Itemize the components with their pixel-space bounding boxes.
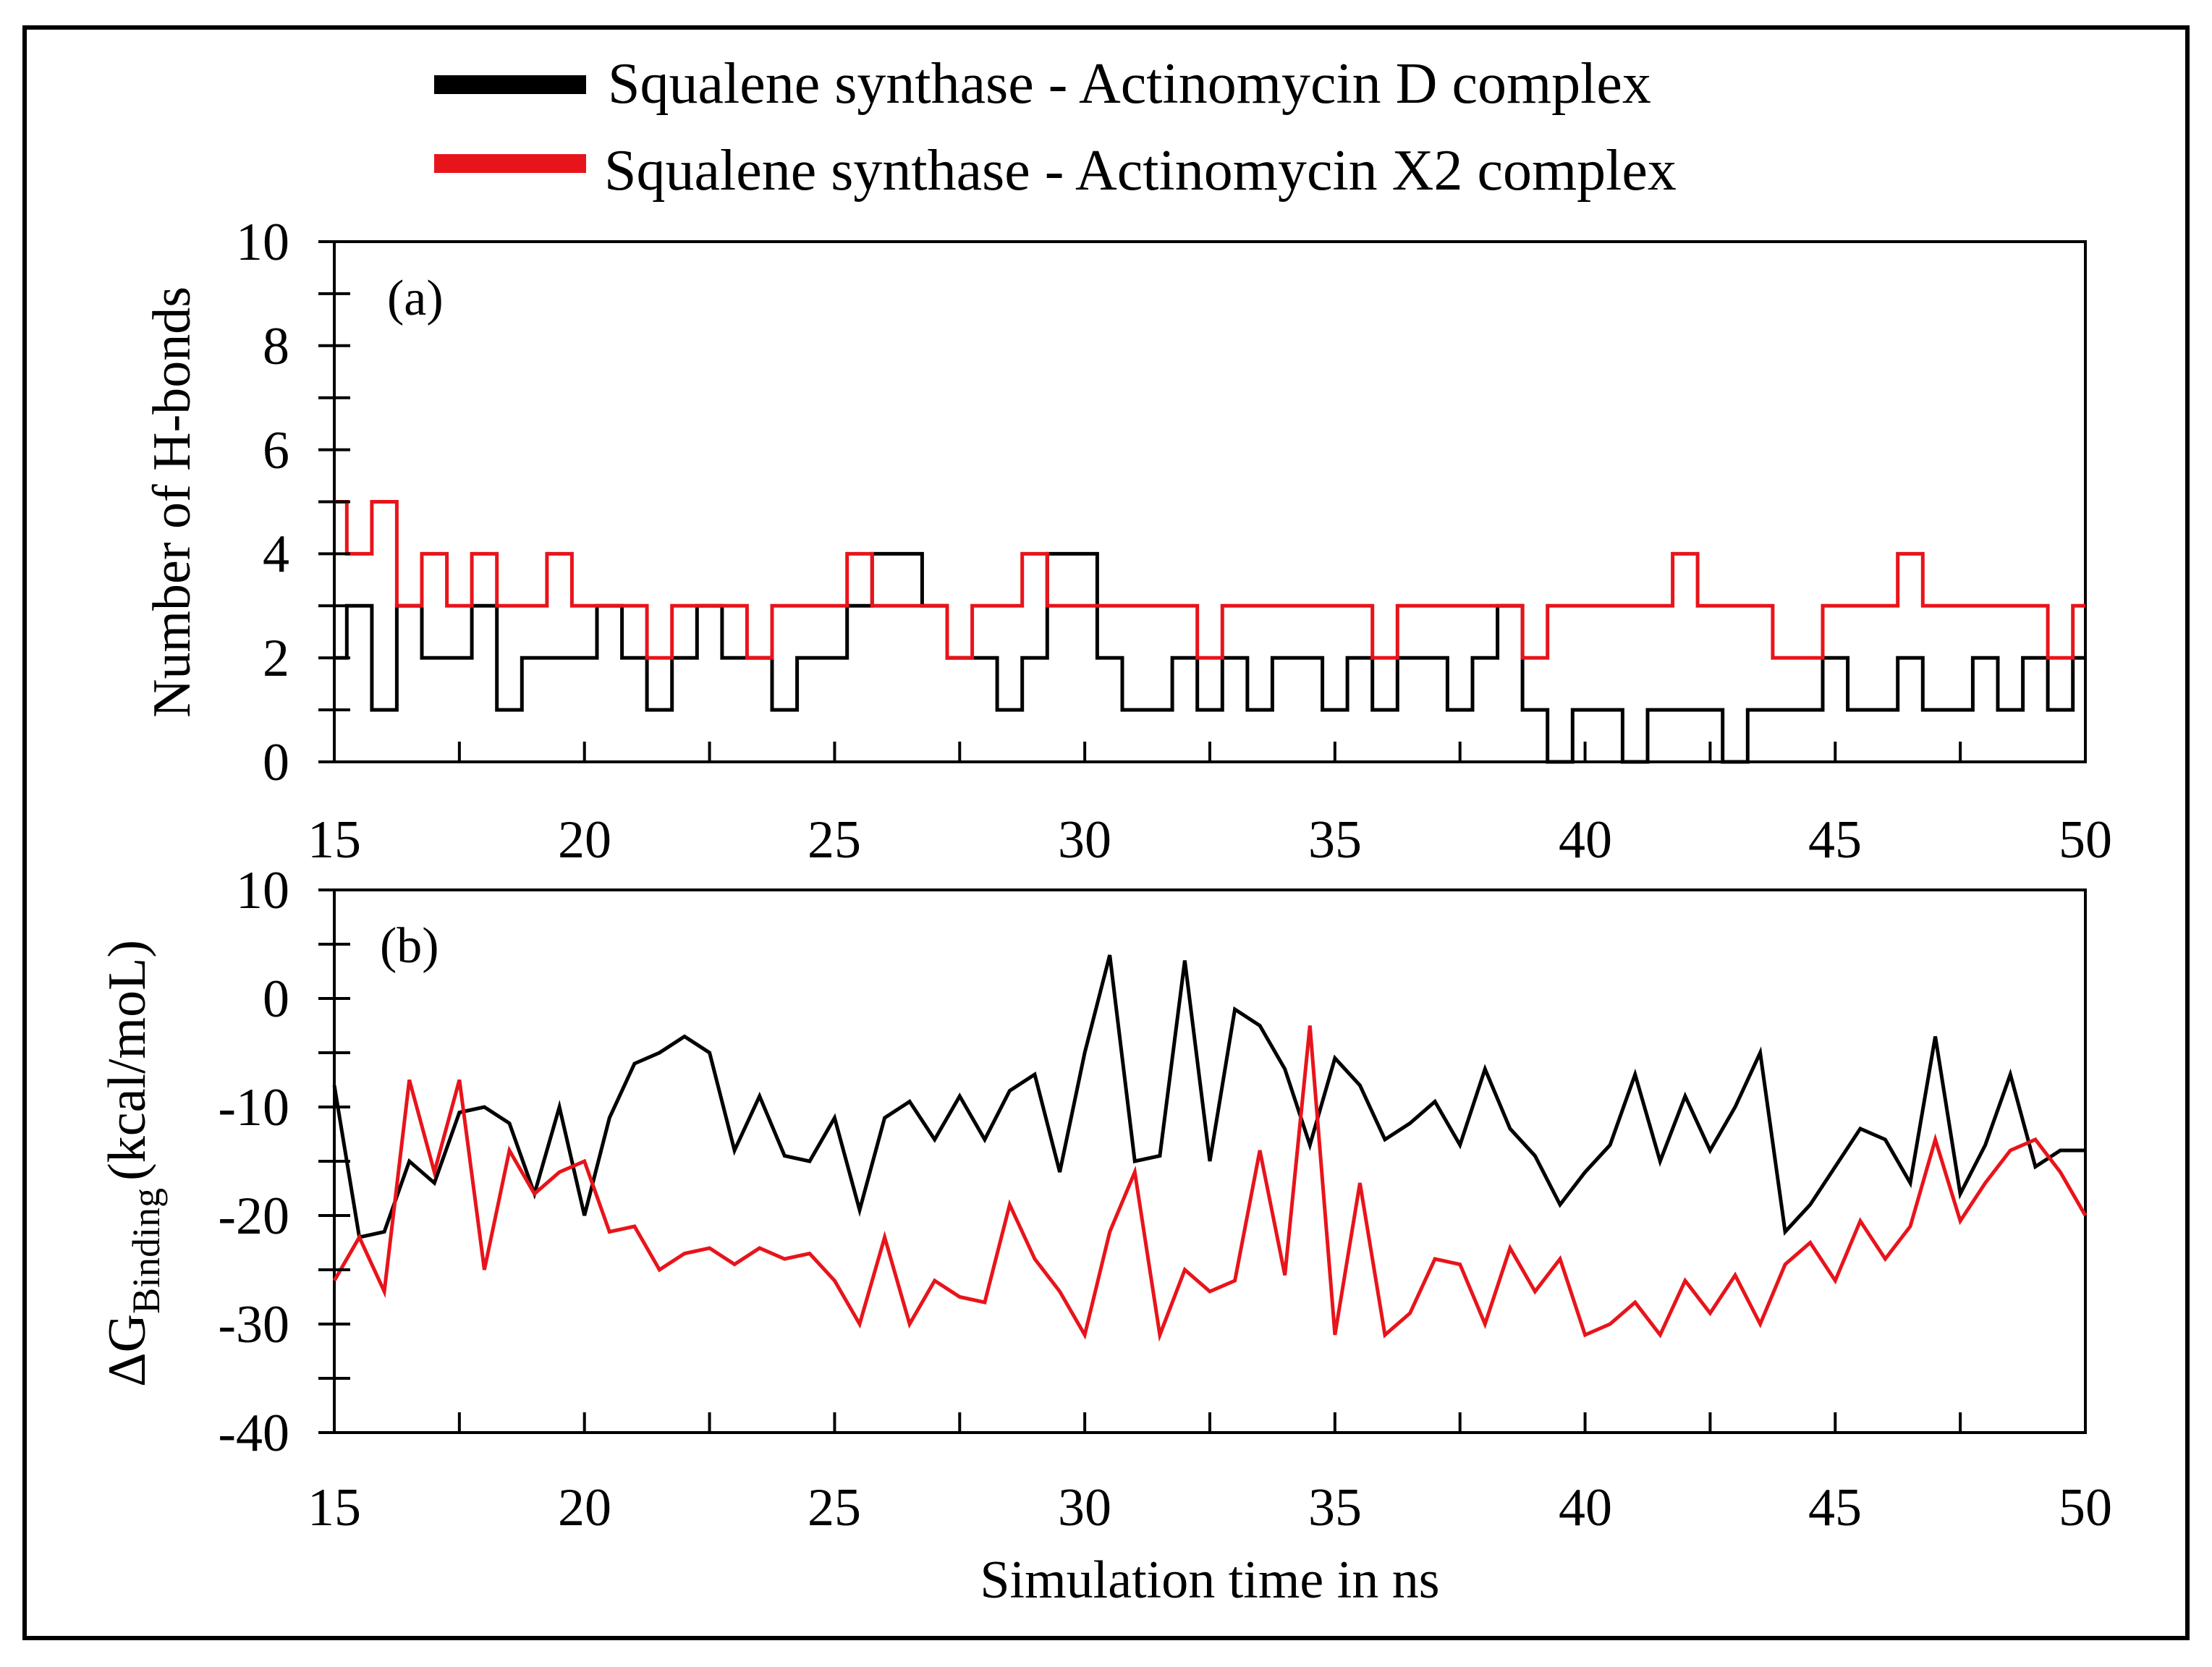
- y-tick-label: 2: [263, 629, 289, 688]
- panel-b-series: [332, 954, 2088, 1342]
- x-tick-label: 25: [808, 1478, 861, 1537]
- legend-swatch-d: [434, 75, 586, 94]
- legend-label-x2: Squalene synthase - Actinomycin X2 compl…: [604, 139, 1677, 203]
- series-line-actinomycin-x2: [332, 1025, 2088, 1342]
- panel-a-ticks: [318, 240, 2087, 763]
- x-tick-label: 20: [558, 1478, 611, 1537]
- panel-b-tag: (b): [380, 918, 439, 974]
- panel-a-tag: (a): [387, 271, 444, 326]
- x-tick-label: 20: [558, 810, 611, 870]
- x-tick-label: 45: [1808, 1478, 1862, 1537]
- y-tick-label: 0: [263, 733, 289, 792]
- x-tick-label: 50: [2059, 1478, 2112, 1537]
- panel-b-y-axis-title: ΔGBinding (kcal/moL): [98, 940, 168, 1387]
- x-tick-label: 40: [1559, 1478, 1612, 1537]
- x-tick-label: 15: [308, 810, 361, 870]
- panel-a-y-axis-title: Number of H-bonds: [143, 287, 202, 718]
- legend-swatch-x2: [434, 154, 586, 173]
- panel-b-x-tick-labels: 15 20 25 30 35 40 45 50: [308, 1478, 2112, 1537]
- y-tick-label: -30: [218, 1295, 289, 1354]
- dg-units: (kcal/moL): [98, 940, 157, 1181]
- series-line-actinomycin-x2: [334, 500, 2085, 660]
- x-tick-label: 35: [1308, 810, 1362, 870]
- y-tick-label: 10: [236, 861, 289, 920]
- y-tick-label: 6: [263, 421, 289, 480]
- x-axis-title: Simulation time in ns: [980, 1551, 1439, 1610]
- y-tick-label: -20: [218, 1187, 289, 1246]
- dg-subscript: Binding: [124, 1188, 168, 1314]
- x-tick-label: 35: [1308, 1478, 1362, 1537]
- panel-b-y-tick-labels: -40 -30 -20 -10 0 10: [218, 861, 289, 1463]
- x-tick-label: 40: [1559, 810, 1612, 870]
- x-tick-label: 25: [808, 810, 861, 870]
- y-tick-label: -10: [218, 1078, 289, 1137]
- panel-a-y-tick-labels: 0 2 4 6 8 10: [236, 213, 289, 792]
- legend: Squalene synthase - Actinomycin D comple…: [434, 52, 1677, 203]
- panel-b-ticks: [318, 888, 2087, 1434]
- panel-a-x-tick-labels: 15 20 25 30 35 40 45 50: [308, 810, 2112, 870]
- series-line-actinomycin-d: [332, 954, 2085, 1240]
- panel-b: 15 20 25 30 35 40 45 50 -40 -30 -20 -10 …: [98, 861, 2112, 1610]
- x-tick-label: 30: [1058, 1478, 1111, 1537]
- y-tick-label: 10: [236, 213, 289, 272]
- y-tick-label: -40: [218, 1404, 289, 1463]
- y-tick-label: 4: [263, 525, 289, 584]
- series-line-actinomycin-d: [334, 551, 2085, 764]
- panel-a-series: [334, 500, 2085, 764]
- y-tick-label: 8: [263, 317, 289, 376]
- x-tick-label: 30: [1058, 810, 1111, 870]
- dg-symbol: ΔG: [98, 1314, 157, 1387]
- legend-label-d: Squalene synthase - Actinomycin D comple…: [608, 52, 1651, 116]
- x-tick-label: 15: [308, 1478, 361, 1537]
- figure-frame: [22, 25, 2190, 1640]
- y-tick-label: 0: [263, 970, 289, 1029]
- x-tick-label: 50: [2059, 810, 2112, 870]
- panel-a: 15 20 25 30 35 40 45 50 0 2 4 6 8 10 (a)…: [143, 213, 2112, 870]
- x-tick-label: 45: [1808, 810, 1862, 870]
